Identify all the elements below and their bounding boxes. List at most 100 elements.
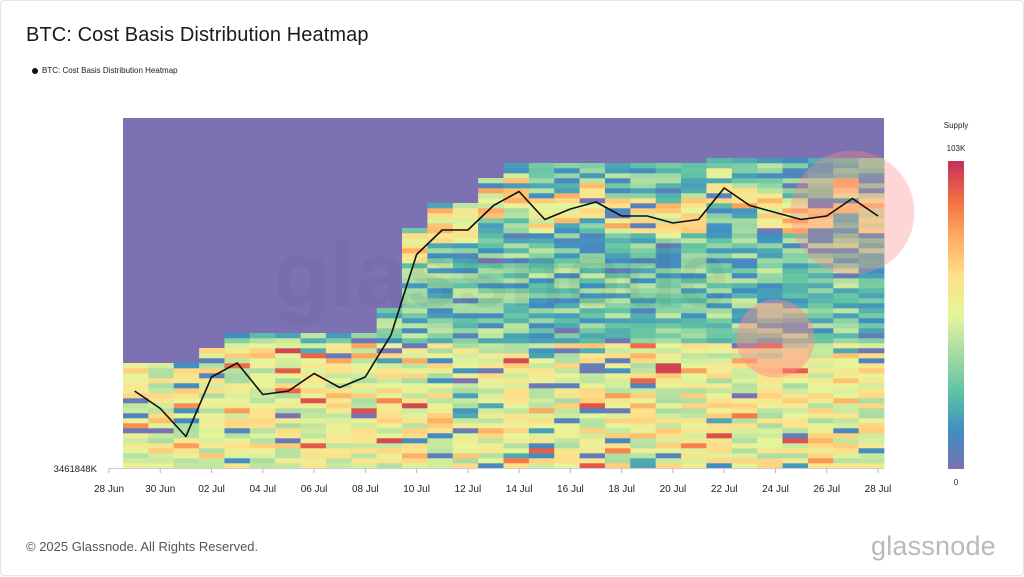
heatmap-cell [782,393,809,399]
heatmap-cell [807,298,834,304]
heatmap-cell [376,308,403,314]
heatmap-cell [858,418,885,424]
heatmap-cell [731,278,758,284]
heatmap-cell [655,283,682,289]
heatmap-cell [604,413,631,419]
heatmap-cell [731,223,758,229]
heatmap-cell [604,363,631,369]
heatmap-cell [706,348,733,354]
heatmap-cell [224,348,251,354]
heatmap-cell [478,323,504,329]
heatmap-cell [478,308,504,314]
colorbar-gradient [948,161,964,469]
heatmap-cell [833,373,860,379]
heatmap-cell [351,378,378,384]
heatmap-cell [604,333,631,339]
heatmap-cell [402,263,428,269]
heatmap-cell [681,378,707,384]
heatmap-cell [452,328,479,334]
heatmap-cell [807,453,834,459]
heatmap-cell [833,393,860,399]
heatmap-cell [300,363,327,369]
heatmap-cell [858,213,885,219]
heatmap-cell [503,398,530,404]
heatmap-cell [148,433,175,439]
heatmap-cell [452,318,479,324]
heatmap-cell [604,258,631,264]
heatmap-cell [630,293,657,299]
heatmap-cell [655,278,682,284]
heatmap-cell [706,163,733,169]
heatmap-cell [630,438,657,444]
heatmap-cell [351,403,378,409]
x-tick-label: 14 Jul [506,484,533,495]
heatmap-cell [681,248,707,254]
heatmap-cell [478,298,504,304]
heatmap-cell [604,403,631,409]
heatmap-cell [833,333,860,339]
heatmap-cell [275,348,301,354]
heatmap-cell [807,358,834,364]
heatmap-cell [858,368,885,374]
heatmap-cell [807,313,834,319]
heatmap-cell [833,313,860,319]
heatmap-cell [630,193,657,199]
heatmap-cell [224,393,251,399]
heatmap-cell [681,253,707,259]
heatmap-cell [833,423,860,429]
heatmap-cell [858,318,885,324]
heatmap-cell [402,368,428,374]
heatmap-cell [452,453,479,459]
heatmap-cell [833,198,860,204]
heatmap-cell [402,458,428,464]
heatmap-cell [579,323,606,329]
heatmap-cell [858,238,885,244]
heatmap-cell [630,413,657,419]
heatmap-cell [681,343,707,349]
heatmap-cell [681,453,707,459]
colorbar-title: Supply [944,121,968,130]
heatmap-cell [427,218,454,224]
heatmap-cell [858,268,885,274]
heatmap-cell [681,163,707,169]
heatmap-cell [199,383,225,389]
heatmap-cell [123,438,149,444]
heatmap-cell [325,373,352,379]
heatmap-cell [681,243,707,249]
heatmap-cells [123,118,885,469]
heatmap-cell [402,318,428,324]
chart-legend[interactable]: BTC: Cost Basis Distribution Heatmap [32,66,178,75]
heatmap-cell [554,358,580,364]
heatmap-cell [833,293,860,299]
heatmap-cell [655,293,682,299]
heatmap-cell [300,398,327,404]
heatmap-cell [731,268,758,274]
heatmap-cell [528,233,555,239]
heatmap-cell [706,258,733,264]
heatmap-cell [858,218,885,224]
heatmap-cell [427,338,454,344]
heatmap-cell [224,378,251,384]
heatmap-cell [782,213,809,219]
heatmap-cell [706,158,733,164]
heatmap-cell [478,218,504,224]
heatmap-cell [604,263,631,269]
heatmap-cell [249,388,276,394]
heatmap-cell [579,338,606,344]
heatmap-cell [833,328,860,334]
heatmap-cell [224,398,251,404]
heatmap-cell [427,318,454,324]
heatmap-cell [173,448,200,454]
heatmap-cell [478,313,504,319]
heatmap-cell [858,178,885,184]
heatmap-cell [706,383,733,389]
heatmap-cell [554,313,580,319]
heatmap-cell [706,388,733,394]
heatmap-cell [706,288,733,294]
heatmap-cell [351,348,378,354]
heatmap-cell [731,273,758,279]
heatmap-cell [402,273,428,279]
heatmap-cell [655,253,682,259]
heatmap-cell [579,378,606,384]
